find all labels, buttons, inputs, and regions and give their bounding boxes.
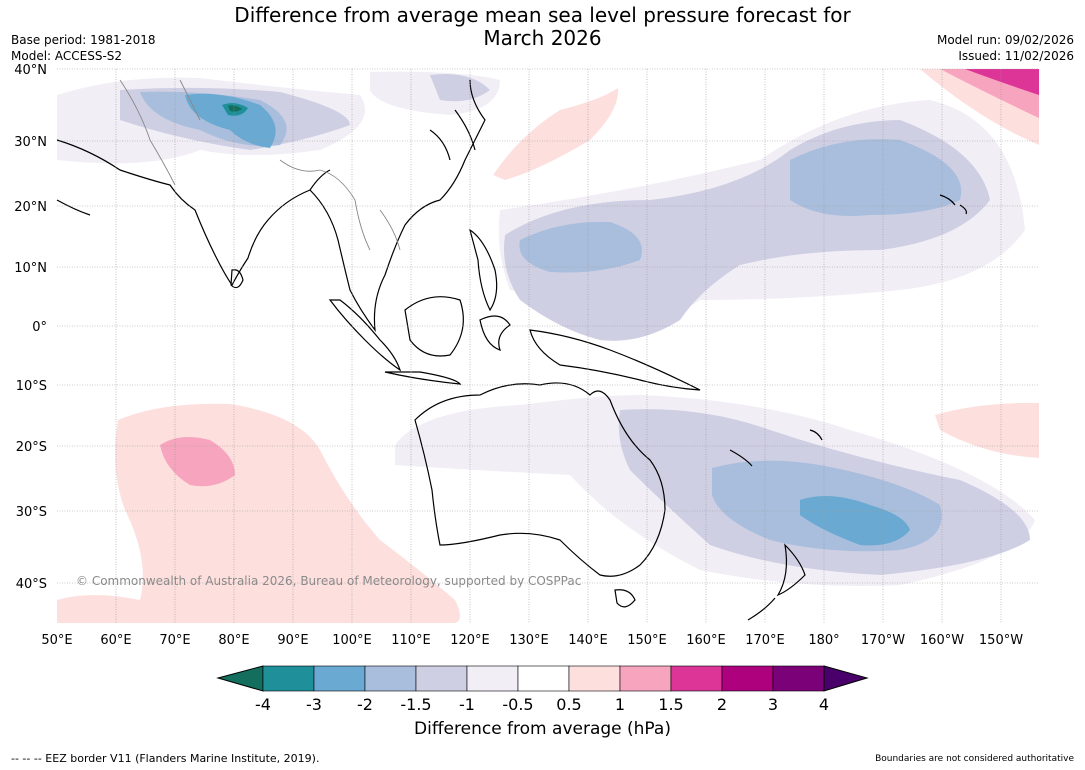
colorbar-tick-label: -1	[459, 695, 475, 714]
colorbar-cell	[466, 665, 519, 692]
lat-label: 30°N	[14, 135, 47, 150]
model-name: Model: ACCESS-S2	[11, 49, 123, 63]
eez-border-note: -- -- -- EEZ border V11 (Flanders Marine…	[11, 752, 320, 765]
colorbar-cell	[619, 665, 672, 692]
colorbar-tick-label: 1.5	[658, 695, 683, 714]
graticule	[57, 68, 1039, 623]
lat-label: 30°S	[16, 505, 47, 520]
lon-label: 160°W	[920, 633, 964, 648]
colorbar-cell	[415, 665, 468, 692]
colorbar-tick-label: 1	[615, 695, 625, 714]
lon-label: 50°E	[41, 633, 72, 648]
lon-label: 150°W	[979, 633, 1023, 648]
lon-label: 180°	[808, 633, 839, 648]
colorbar-cell	[517, 665, 570, 692]
lat-label: 40°S	[16, 577, 47, 592]
colorbar-tick-label: 4	[819, 695, 829, 714]
colorbar-tick-label: -1.5	[400, 695, 431, 714]
meta-left: Base period: 1981-2018 Model: ACCESS-S2	[11, 32, 156, 64]
lat-label: 40°N	[14, 63, 47, 78]
colorbar-min-arrow	[216, 665, 264, 692]
model-run: Model run: 09/02/2026	[936, 33, 1074, 47]
base-period: Base period: 1981-2018	[11, 33, 156, 47]
colorbar-cell	[568, 665, 621, 692]
lon-label: 100°E	[332, 633, 372, 648]
copyright-notice: © Commonwealth of Australia 2026, Bureau…	[76, 574, 582, 588]
lat-label: 20°S	[16, 440, 47, 455]
lon-label: 70°E	[159, 633, 190, 648]
latitude-labels: 40°N 30°N 20°N 10°N 0° 10°S 20°S 30°S 40…	[14, 63, 47, 592]
colorbar-label: Difference from average (hPa)	[414, 719, 671, 739]
issued-date: Issued: 11/02/2026	[958, 49, 1074, 63]
title-line-2: March 2026	[483, 26, 602, 50]
colorbar-cell	[313, 665, 366, 692]
meta-right: Model run: 09/02/2026 Issued: 11/02/2026	[937, 32, 1074, 64]
colorbar-tick-label: 3	[768, 695, 778, 714]
colorbar-cell	[364, 665, 417, 692]
colorbar-cell	[262, 665, 315, 692]
lon-label: 60°E	[100, 633, 131, 648]
coastlines	[56, 79, 967, 621]
lon-label: 170°E	[745, 633, 785, 648]
lat-label: 10°S	[16, 379, 47, 394]
lon-label: 160°E	[686, 633, 726, 648]
lon-label: 90°E	[277, 633, 308, 648]
colorbar-tick-label: -3	[306, 695, 322, 714]
lon-label: 170°W	[861, 633, 905, 648]
lon-label: 130°E	[509, 633, 549, 648]
colorbar-cell	[772, 665, 825, 692]
title-line-1: Difference from average mean sea level p…	[234, 3, 851, 27]
lat-label: 0°	[32, 320, 47, 335]
colorbar-cell	[721, 665, 774, 692]
lon-label: 150°E	[627, 633, 667, 648]
colorbar-tick-label: -2	[357, 695, 373, 714]
colorbar-cell	[670, 665, 723, 692]
colorbar-tick-label: 2	[717, 695, 727, 714]
longitude-labels: 50°E 60°E 70°E 80°E 90°E 100°E 110°E 120…	[41, 633, 1023, 648]
page-title: Difference from average mean sea level p…	[0, 4, 1085, 50]
colorbar-max-arrow	[823, 665, 869, 692]
lon-label: 80°E	[218, 633, 249, 648]
colorbar-tick-label: -4	[255, 695, 271, 714]
lon-label: 110°E	[391, 633, 431, 648]
boundaries-disclaimer: Boundaries are not considered authoritat…	[875, 754, 1074, 764]
colorbar-tick-label: -0.5	[502, 695, 533, 714]
lon-label: 140°E	[568, 633, 608, 648]
lat-label: 10°N	[14, 261, 47, 276]
pressure-anomaly-fields	[57, 69, 1039, 623]
country-borders	[119, 79, 401, 251]
lon-label: 120°E	[450, 633, 490, 648]
lat-label: 20°N	[14, 200, 47, 215]
colorbar-tick-label: 0.5	[556, 695, 581, 714]
colorbar: -4 -3 -2 -1.5 -1 -0.5 0.5 1 1.5 2 3 4	[216, 665, 869, 714]
